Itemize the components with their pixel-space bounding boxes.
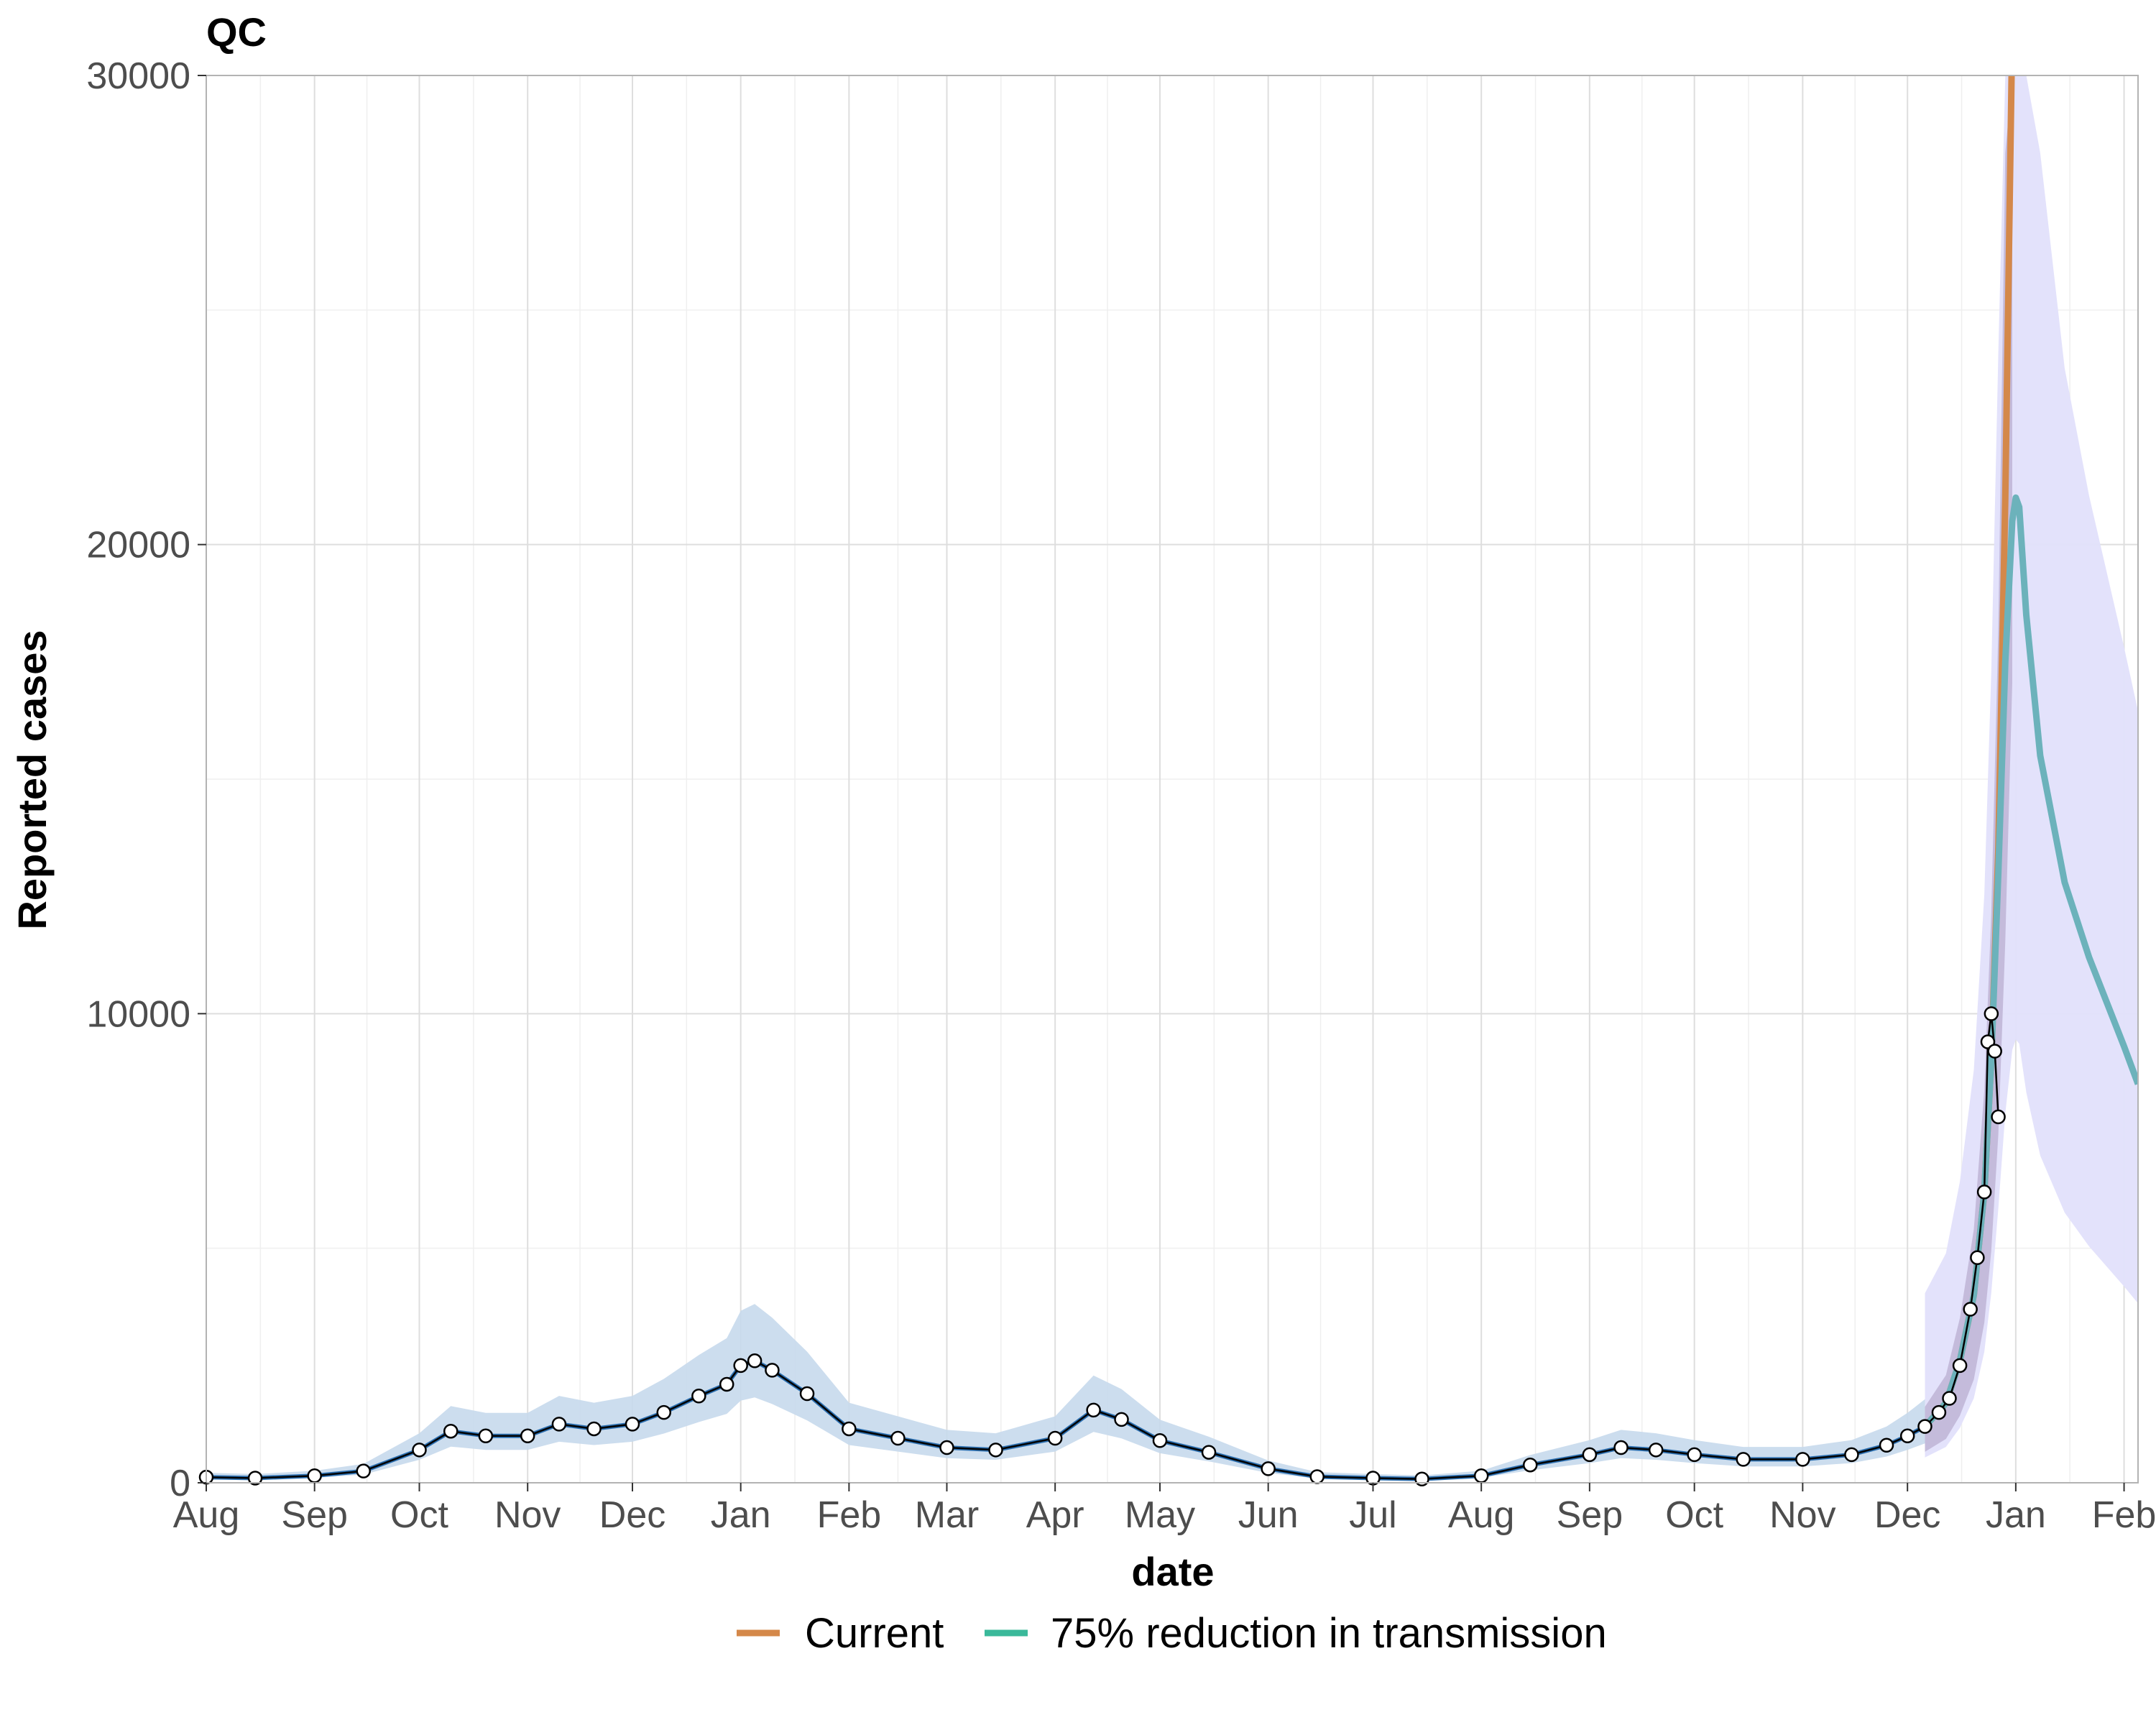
observed-point: [1086, 1402, 1101, 1418]
x-tick-label: Dec: [599, 1494, 665, 1536]
x-tick-label: Sep: [1557, 1494, 1623, 1536]
observed-point: [1917, 1419, 1932, 1434]
forecast-uncertainty-band: [1925, 75, 2138, 1458]
x-tick-label: Mar: [915, 1494, 980, 1536]
x-tick-label: Jan: [1986, 1494, 2046, 1536]
x-tick-label: Aug: [1448, 1494, 1515, 1536]
observed-point: [1931, 1404, 1947, 1420]
observed-point: [890, 1430, 906, 1446]
observed-point: [1687, 1447, 1702, 1463]
observed-point: [1844, 1447, 1859, 1463]
observed-point: [307, 1468, 322, 1484]
x-tick-label: Sep: [281, 1494, 348, 1536]
observed-point: [719, 1376, 734, 1392]
observed-point: [625, 1417, 640, 1432]
observed-point: [1991, 1109, 2006, 1125]
observed-point: [1261, 1461, 1276, 1476]
observed-point: [356, 1463, 371, 1478]
y-tick-label: 0: [170, 1463, 190, 1504]
observed-point: [1795, 1452, 1810, 1467]
observed-point: [443, 1423, 459, 1439]
observed-point: [1114, 1412, 1129, 1427]
observed-point: [1984, 1006, 1999, 1021]
observed-point: [247, 1471, 263, 1486]
observed-point: [1976, 1184, 1992, 1200]
legend-label-current: Current: [805, 1610, 944, 1657]
y-tick-label: 30000: [86, 55, 190, 97]
observed-point: [733, 1358, 748, 1374]
observed-point: [747, 1353, 763, 1368]
x-tick-label: Dec: [1874, 1494, 1940, 1536]
x-tick-label: Feb: [817, 1494, 882, 1536]
observed-point: [1952, 1358, 1968, 1374]
observed-point: [520, 1428, 535, 1443]
observed-point: [691, 1389, 706, 1404]
x-tick-label: Jan: [711, 1494, 771, 1536]
y-axis-title: Reported cases: [9, 630, 55, 929]
observed-point: [1987, 1044, 2002, 1059]
plot-title: QC: [206, 9, 267, 55]
observed-point: [1648, 1443, 1664, 1458]
observed-point: [551, 1417, 567, 1432]
fit-uncertainty-band: [206, 1304, 1925, 1481]
observed-point: [1963, 1302, 1978, 1317]
observed-point: [1736, 1452, 1751, 1467]
x-tick-label: Nov: [1769, 1494, 1835, 1536]
observed-point: [842, 1421, 857, 1437]
legend: Current 75% reduction in transmission: [737, 1610, 1607, 1657]
observed-point: [1309, 1469, 1325, 1484]
x-tick-label: Oct: [390, 1494, 448, 1536]
observed-point: [1047, 1430, 1063, 1446]
observed-point: [1879, 1438, 1894, 1453]
observed-point: [939, 1440, 954, 1455]
observed-point: [1613, 1440, 1628, 1455]
y-tick-label: 20000: [86, 525, 190, 566]
x-tick-label: Aug: [173, 1494, 240, 1536]
observed-point: [1899, 1428, 1915, 1443]
x-tick-label: Jul: [1349, 1494, 1396, 1536]
observed-point: [1942, 1391, 1957, 1406]
observed-point: [1201, 1445, 1217, 1460]
x-axis-title: date: [1131, 1549, 1214, 1594]
y-axis-ticks: 0 10000 20000 30000: [86, 55, 206, 1504]
observed-point: [988, 1443, 1003, 1458]
x-tick-label: Oct: [1665, 1494, 1723, 1536]
observed-point: [1152, 1433, 1168, 1448]
observed-point: [1970, 1250, 1985, 1265]
x-tick-label: May: [1125, 1494, 1195, 1536]
x-axis-ticks: Aug Sep Oct Nov Dec Jan Feb Mar Apr May Jun Jul Aug S…: [173, 1483, 2156, 1536]
observed-point: [656, 1404, 672, 1420]
x-tick-label: Jun: [1238, 1494, 1299, 1536]
legend-label-reduction: 75% reduction in transmission: [1051, 1610, 1607, 1657]
observed-point: [478, 1428, 494, 1443]
observed-point: [1473, 1468, 1489, 1484]
grid-minor: [206, 75, 2138, 1483]
observed-point: [586, 1421, 602, 1437]
observed-point: [412, 1443, 427, 1458]
observed-point: [765, 1363, 780, 1378]
x-tick-label: Apr: [1026, 1494, 1084, 1536]
panel-border: [206, 75, 2139, 1484]
x-tick-label: Nov: [494, 1494, 561, 1536]
observed-point: [799, 1386, 815, 1402]
observed-point: [1582, 1447, 1598, 1463]
x-tick-label: Feb: [2092, 1494, 2156, 1536]
observed-point: [1414, 1471, 1429, 1487]
observed-point: [1522, 1457, 1538, 1473]
y-tick-label: 10000: [86, 993, 190, 1035]
